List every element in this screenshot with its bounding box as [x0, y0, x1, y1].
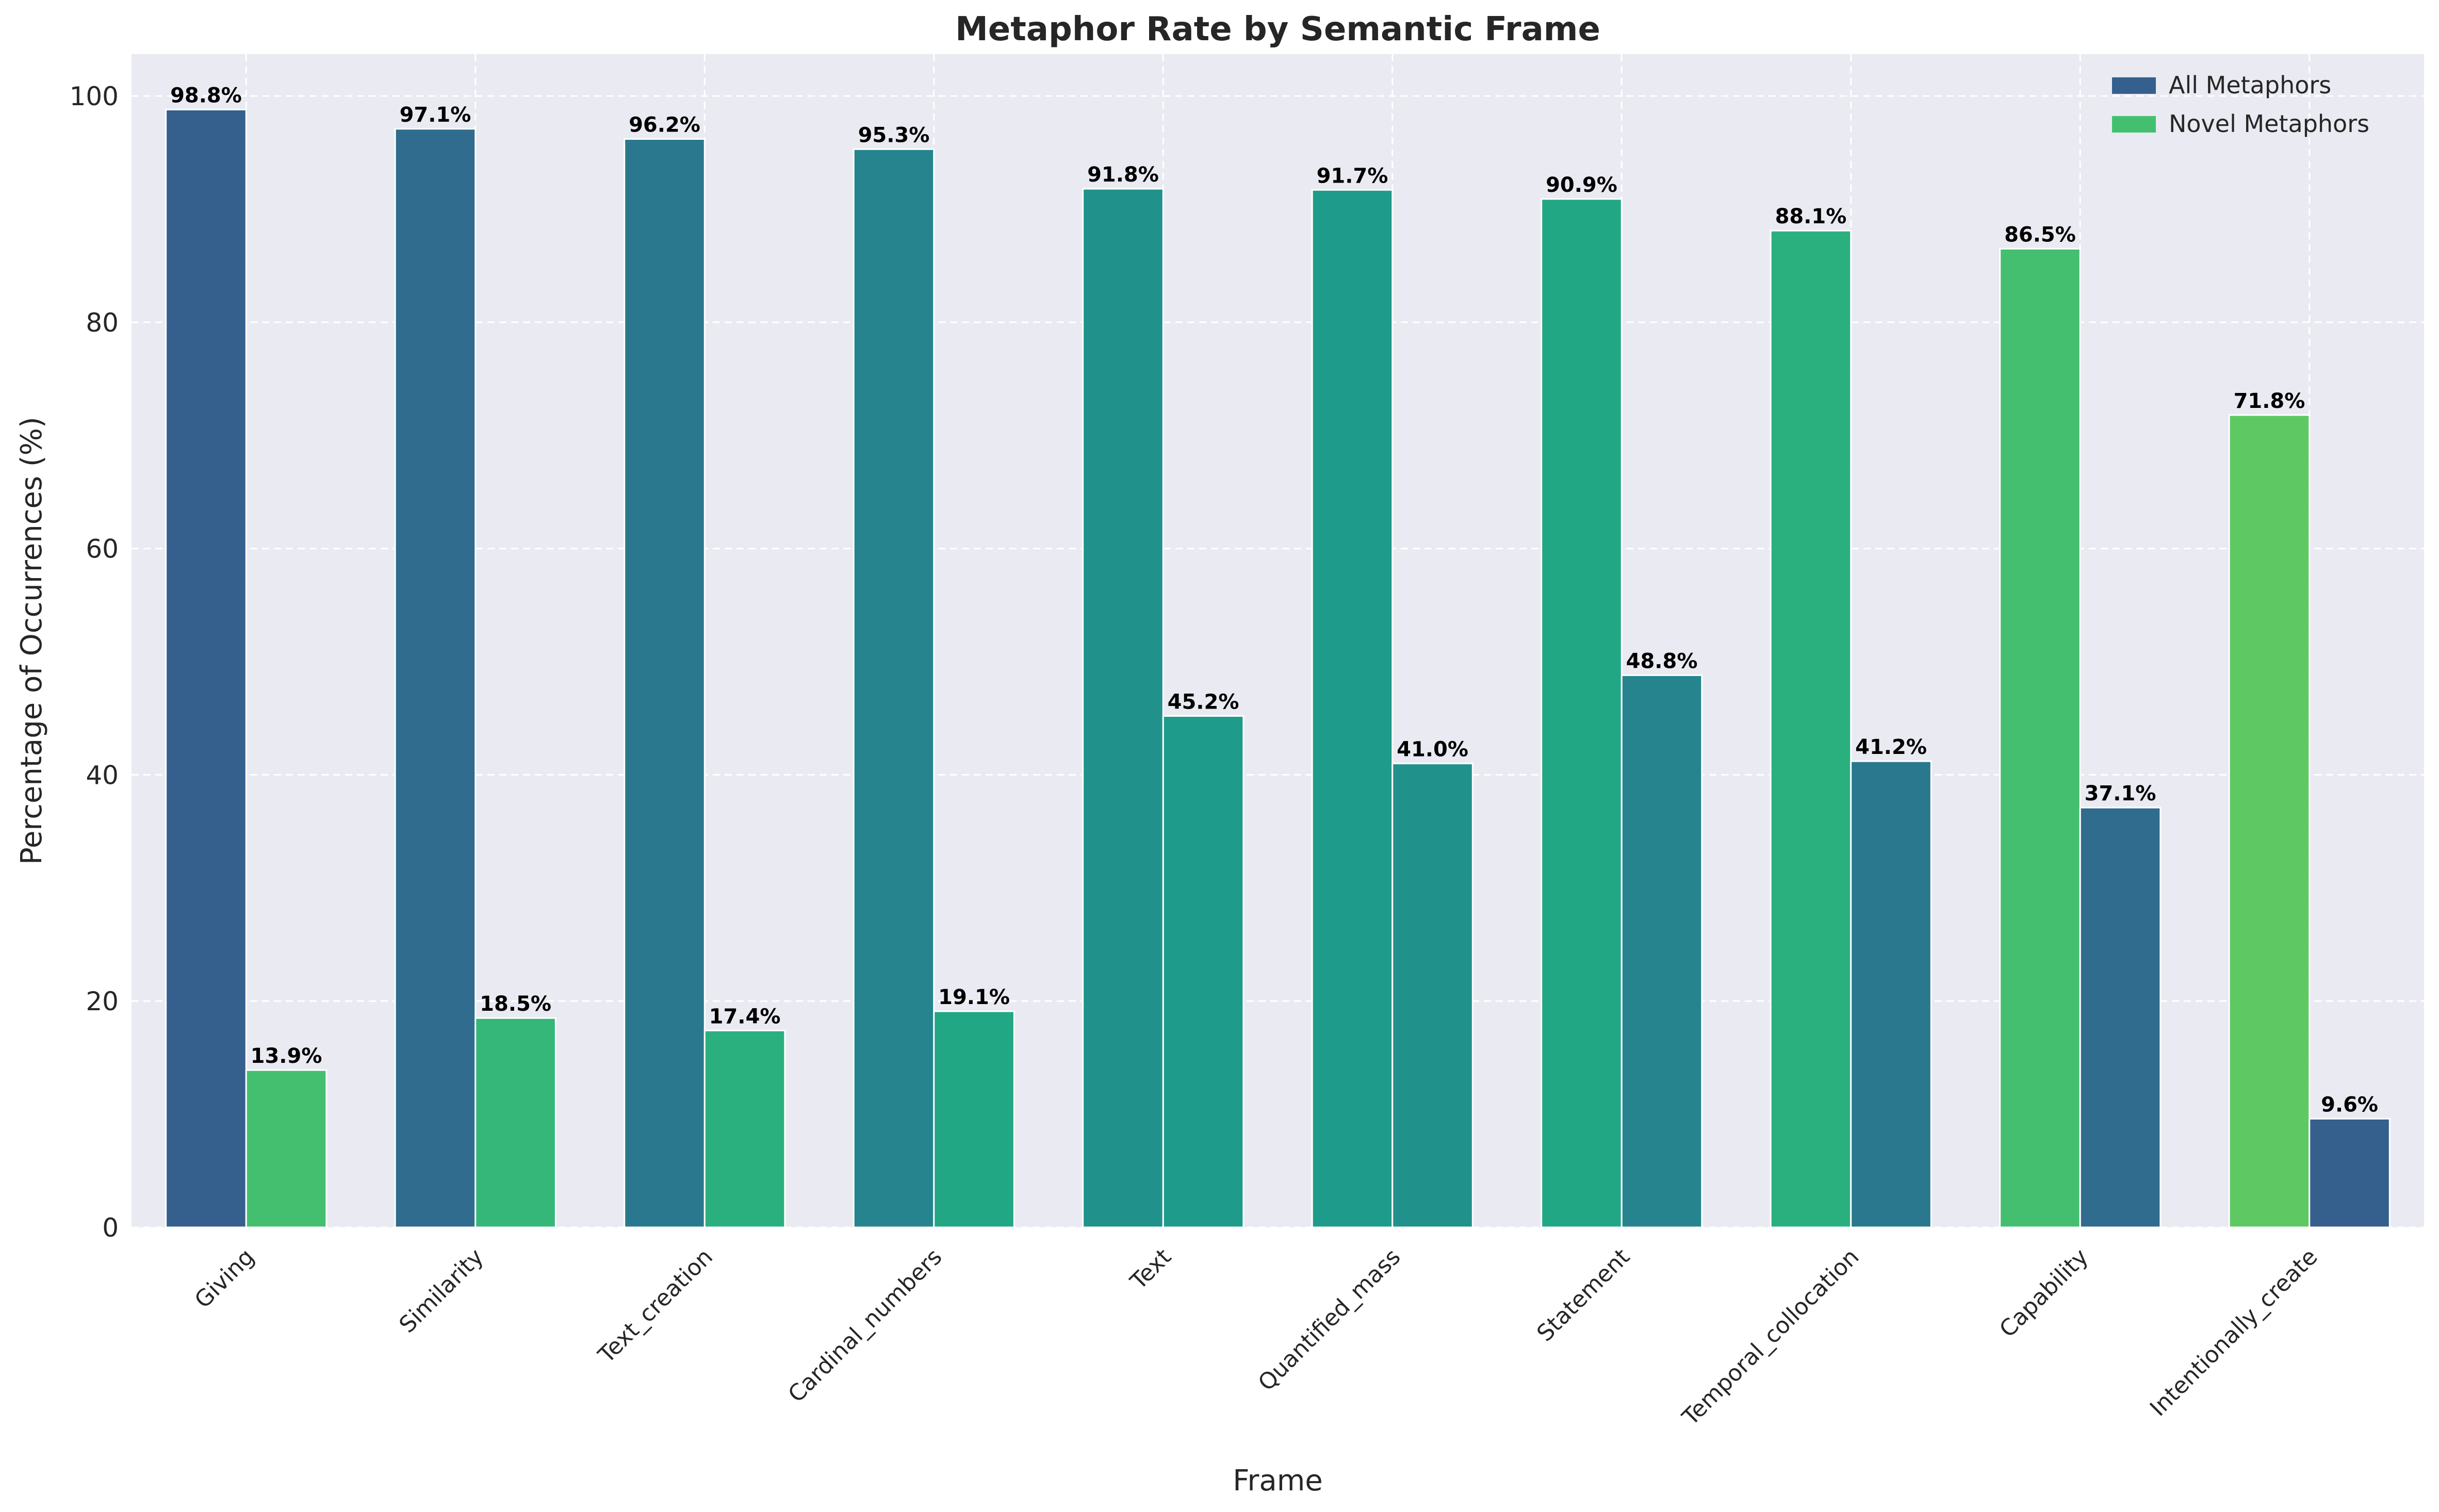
bar-value-label: 45.2%: [1168, 690, 1239, 714]
legend: All Metaphors Novel Metaphors: [2112, 71, 2369, 138]
bar-novel-metaphors: [2309, 1117, 2391, 1228]
bar-novel-metaphors: [1620, 674, 1703, 1228]
bar-value-label: 98.8%: [170, 84, 242, 107]
bar-value-label: 13.9%: [251, 1044, 322, 1068]
y-axis-label: Percentage of Occurrences (%): [15, 417, 48, 865]
legend-label-novel-metaphors: Novel Metaphors: [2169, 110, 2369, 138]
bar-value-label: 17.4%: [709, 1005, 781, 1028]
bar-value-label: 37.1%: [2085, 782, 2156, 806]
y-tick-label: 80: [86, 308, 119, 338]
bar-all-metaphors: [853, 148, 935, 1228]
bar-novel-metaphors: [245, 1069, 328, 1228]
bar-value-label: 71.8%: [2234, 389, 2305, 413]
y-tick-label: 20: [86, 987, 119, 1016]
x-tick-label: Cardinal_numbers: [783, 1244, 947, 1408]
bar-value-label: 41.0%: [1397, 738, 1468, 762]
legend-swatch-novel-metaphors: [2112, 116, 2156, 133]
data-labels: 98.8% 97.1% 96.2% 95.3% 91.8% 91.7% 90.9% 88.1%…: [170, 84, 2378, 1116]
bar-value-label: 95.3%: [858, 123, 930, 147]
y-axis-ticks: 0 20 40 60 80 100: [70, 81, 119, 1243]
bar-all-metaphors: [1082, 188, 1164, 1228]
x-tick-label: Quantified_mass: [1253, 1244, 1406, 1396]
bar-all-metaphors: [1311, 189, 1394, 1228]
bar-value-label: 91.8%: [1087, 163, 1159, 187]
bar-all-metaphors: [2228, 414, 2311, 1228]
bar-novel-metaphors: [2079, 807, 2162, 1228]
bar-novel-metaphors: [703, 1029, 786, 1228]
bar-all-metaphors: [394, 128, 477, 1228]
bar-value-label: 91.7%: [1317, 164, 1388, 188]
bar-value-label: 48.8%: [1626, 649, 1698, 673]
bar-value-label: 41.2%: [1855, 735, 1927, 759]
bar-all-metaphors: [1999, 248, 2081, 1228]
bar-novel-metaphors: [933, 1010, 1015, 1228]
y-tick-label: 0: [102, 1213, 119, 1243]
bars: [165, 108, 2391, 1228]
x-tick-label: Statement: [1532, 1244, 1635, 1347]
bar-all-metaphors: [1770, 229, 1852, 1228]
y-tick-label: 60: [86, 534, 119, 564]
x-axis-ticks: Giving Similarity Text_creation Cardinal_nu…: [190, 1244, 2323, 1431]
x-axis-label: Frame: [1233, 1464, 1322, 1498]
x-tick-label: Giving: [190, 1244, 259, 1313]
bar-novel-metaphors: [1392, 763, 1474, 1228]
y-tick-label: 100: [70, 81, 119, 111]
bar-all-metaphors: [624, 138, 706, 1228]
x-tick-label: Capability: [1994, 1244, 2093, 1343]
bar-value-label: 90.9%: [1546, 173, 1617, 197]
bar-novel-metaphors: [1850, 760, 1932, 1228]
x-tick-label: Temporal_collocation: [1677, 1244, 1864, 1431]
chart-title: Metaphor Rate by Semantic Frame: [955, 10, 1600, 48]
bar-novel-metaphors: [1162, 715, 1245, 1228]
bar-novel-metaphors: [474, 1017, 556, 1228]
bar-all-metaphors: [1541, 198, 1623, 1228]
x-tick-label: Text_creation: [593, 1244, 718, 1369]
bar-value-label: 19.1%: [938, 985, 1010, 1009]
x-tick-label: Similarity: [394, 1244, 488, 1338]
x-tick-label: Intentionally_create: [2145, 1244, 2323, 1422]
y-tick-label: 40: [86, 760, 119, 790]
bar-value-label: 18.5%: [480, 992, 551, 1016]
bar-value-label: 88.1%: [1775, 205, 1847, 228]
bar-value-label: 86.5%: [2004, 223, 2076, 246]
bar-all-metaphors: [165, 108, 247, 1228]
bar-value-label: 96.2%: [629, 113, 700, 137]
x-tick-label: Text: [1125, 1244, 1176, 1295]
legend-label-all-metaphors: All Metaphors: [2169, 71, 2331, 99]
bar-value-label: 9.6%: [2321, 1093, 2378, 1116]
bar-value-label: 97.1%: [400, 103, 471, 127]
legend-swatch-all-metaphors: [2112, 77, 2156, 94]
